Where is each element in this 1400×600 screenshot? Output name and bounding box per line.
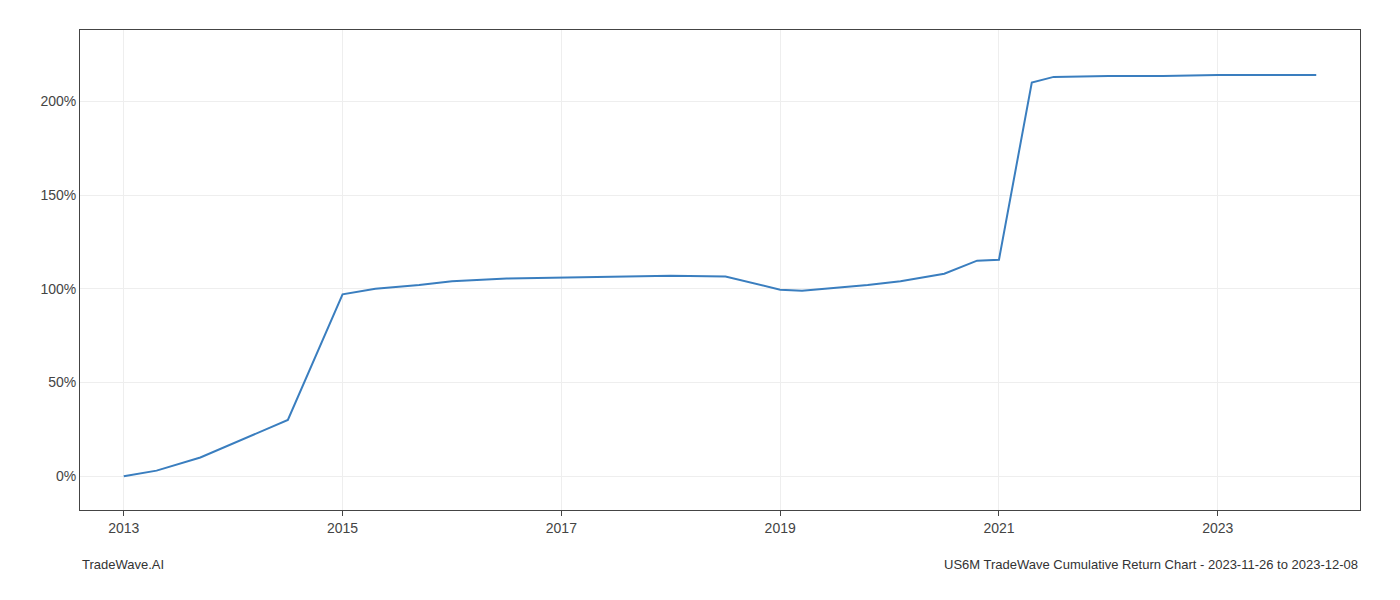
svg-text:150%: 150% xyxy=(40,187,76,203)
svg-text:2017: 2017 xyxy=(546,520,577,536)
svg-text:2013: 2013 xyxy=(108,520,139,536)
svg-text:50%: 50% xyxy=(48,374,76,390)
svg-text:2023: 2023 xyxy=(1202,520,1233,536)
svg-text:0%: 0% xyxy=(56,468,76,484)
svg-text:2015: 2015 xyxy=(327,520,358,536)
svg-text:US6M TradeWave Cumulative Retu: US6M TradeWave Cumulative Return Chart -… xyxy=(944,557,1358,572)
svg-text:200%: 200% xyxy=(40,93,76,109)
svg-text:100%: 100% xyxy=(40,281,76,297)
svg-text:TradeWave.AI: TradeWave.AI xyxy=(82,557,164,572)
svg-text:2019: 2019 xyxy=(765,520,796,536)
svg-text:2021: 2021 xyxy=(983,520,1014,536)
